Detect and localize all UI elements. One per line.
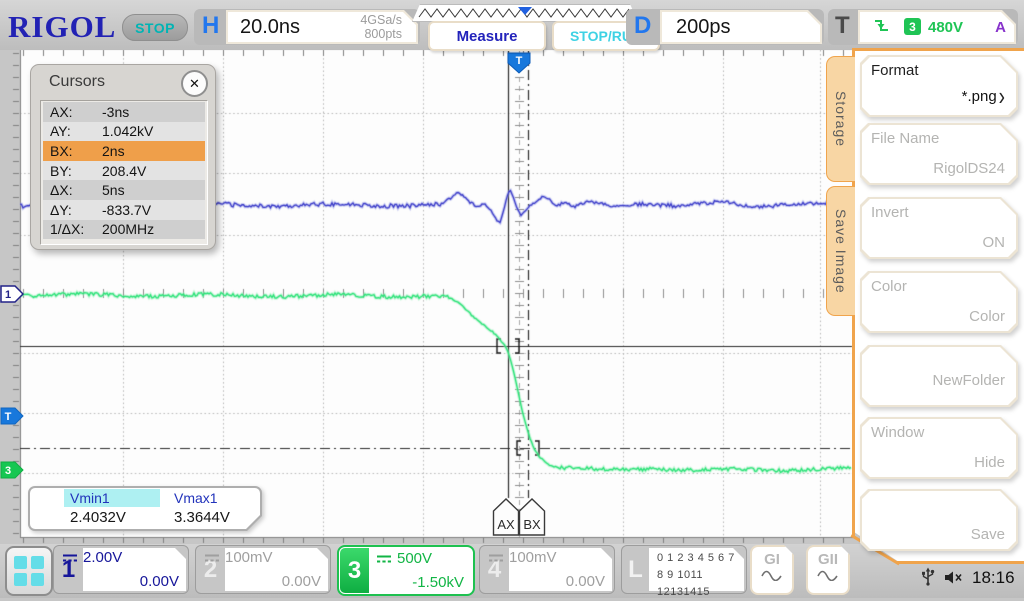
menu-item-save[interactable]: Save (860, 489, 1018, 551)
memory-position-pointer (518, 7, 532, 15)
logic-row-2: 8 9 1011 12131415 (657, 569, 710, 599)
trigger-label: T (835, 12, 850, 39)
acquisition-info: 4GSa/s 800pts (360, 13, 402, 42)
memory-position-bar[interactable] (412, 4, 638, 22)
delay-label: D (634, 12, 652, 39)
ch4-offset: 0.00V (565, 573, 605, 590)
falling-edge-trigger-icon (874, 18, 890, 34)
ch1-position-marker[interactable]: 1 (0, 285, 24, 303)
cursors-panel: Cursors ✕ AX: -3ns AY: 1.042kV BX: 2ns BY: 2… (30, 64, 216, 250)
rigol-logo: RIGOL (8, 9, 117, 44)
top-status-bar: RIGOL STOP H 20.0ns 4GSa/s 800pts Measur… (0, 0, 1024, 51)
generator-1-button[interactable]: GI (750, 545, 794, 595)
sine-wave-icon (817, 570, 839, 581)
delay-value: 200ps (676, 16, 731, 38)
menu-item-format[interactable]: Format *.png › (860, 55, 1018, 117)
channel-2-tab[interactable]: 2 100mV 0.00V (195, 545, 331, 594)
cursor-row: 1/ΔX: 200MHz (43, 219, 205, 240)
usb-icon (922, 567, 935, 586)
vmax-measurement[interactable]: Vmax1 3.3644V (174, 490, 230, 526)
menu-item-new-folder[interactable]: NewFolder (860, 345, 1018, 407)
cursor-a-tag[interactable]: AX (492, 497, 520, 537)
tab-save-image[interactable]: Save Image (826, 186, 855, 316)
dc-coupling-icon (489, 554, 503, 561)
horizontal-block[interactable]: H 20.0ns 4GSa/s 800pts (194, 9, 420, 45)
trigger-level-value: 480V (928, 19, 964, 36)
menu-item-color[interactable]: Color Color (860, 271, 1018, 333)
menu-item-invert[interactable]: Invert ON (860, 197, 1018, 259)
menu-border-top (854, 48, 1024, 51)
close-icon[interactable]: ✕ (181, 70, 208, 97)
logic-channels-tab[interactable]: L 0 1 2 3 4 5 6 7 8 9 1011 12131415 (621, 545, 747, 598)
cursor-row: BY: 208.4V (43, 160, 205, 181)
channel-1-tab[interactable]: 1 2.00V 0.00V (53, 545, 189, 594)
memory-waveform-icon (413, 5, 637, 21)
vmin-measurement[interactable]: Vmin1 2.4032V (64, 489, 160, 527)
trigger-block[interactable]: T 3 480V A (828, 9, 1018, 45)
ch1-marker-label: 1 (5, 289, 11, 301)
cursor-row: ΔX: 5ns (43, 180, 205, 200)
trigger-level-label: T (5, 411, 12, 423)
ch2-offset: 0.00V (281, 573, 321, 590)
ch1-scale: 2.00V (83, 549, 123, 566)
run-state-badge: STOP (122, 14, 188, 41)
menu-border-bottom (896, 561, 1024, 564)
grid-icon (14, 556, 44, 586)
speaker-muted-icon (945, 571, 962, 584)
dc-coupling-icon (377, 555, 391, 562)
ch3-offset: -1.50kV (412, 574, 464, 591)
chevron-right-icon: › (998, 83, 1005, 112)
ch3-marker-label: 3 (5, 465, 11, 477)
cursors-panel-title: Cursors (49, 73, 106, 90)
trigger-position-marker[interactable]: T (507, 52, 532, 75)
measurement-panel: Vmin1 2.4032V Vmax1 3.3644V (28, 486, 262, 531)
trigger-level-marker[interactable]: T (0, 407, 24, 425)
menu-item-window[interactable]: Window Hide (860, 417, 1018, 479)
sine-wave-icon (761, 570, 783, 581)
timebase-value: 20.0ns (240, 16, 301, 38)
horizontal-label: H (202, 12, 220, 39)
ch2-scale: 100mV (225, 549, 273, 566)
delay-block[interactable]: D 200ps (626, 9, 824, 45)
cursor-row: AX: -3ns (43, 102, 205, 122)
cursor-readouts: AX: -3ns AY: 1.042kV BX: 2ns BY: 208.4V ΔX: 5… (40, 100, 208, 245)
dc-coupling-icon (63, 554, 77, 561)
ch3-scale: 500V (397, 550, 433, 567)
trigger-position-label: T (516, 55, 523, 67)
svg-text:BX: BX (523, 517, 541, 532)
ch4-scale: 100mV (509, 549, 557, 566)
cursor-row-selected: BX: 2ns (43, 141, 205, 161)
trigger-mode: A (995, 19, 1006, 36)
system-clock: 18:16 (972, 568, 1015, 587)
menu-item-file-name[interactable]: File Name RigolDS24 (860, 123, 1018, 185)
ch1-offset: 0.00V (139, 573, 179, 590)
svg-text:AX: AX (497, 517, 515, 532)
ch3-position-marker[interactable]: 3 (0, 461, 24, 479)
measure-button[interactable]: Measure (428, 21, 546, 51)
bottom-channel-bar: 1 2.00V 0.00V 2 100mV 0.00V 3 500V -1.50… (0, 544, 1024, 598)
generator-2-button[interactable]: GII (806, 545, 850, 595)
tab-storage[interactable]: Storage (826, 56, 855, 182)
cursor-row: AY: 1.042kV (43, 121, 205, 142)
logic-row-1: 0 1 2 3 4 5 6 7 (657, 552, 735, 564)
dc-coupling-icon (205, 554, 219, 561)
channel-3-tab[interactable]: 3 500V -1.50kV (337, 545, 475, 596)
cursor-row: ΔY: -833.7V (43, 199, 205, 220)
menu-grid-button[interactable] (5, 546, 53, 596)
trigger-source-badge: 3 (904, 18, 921, 35)
cursor-b-tag[interactable]: BX (518, 497, 546, 537)
channel-4-tab[interactable]: 4 100mV 0.00V (479, 545, 615, 594)
